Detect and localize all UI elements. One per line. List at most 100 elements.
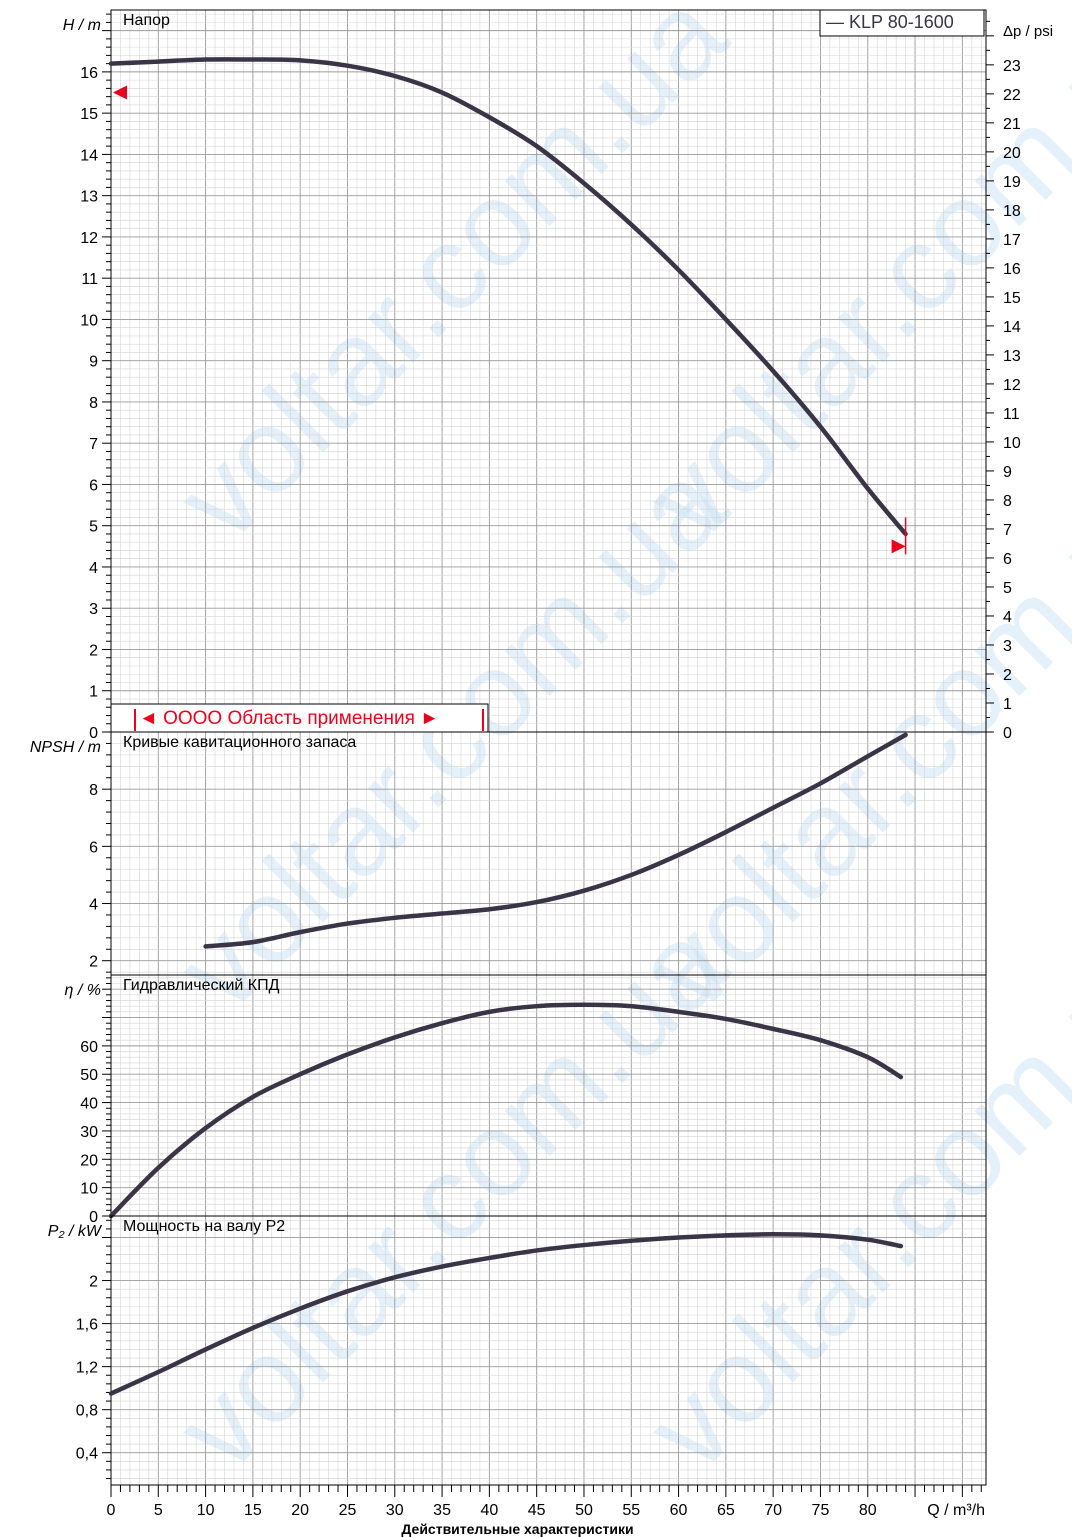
y2-tick-label: 19 (1003, 174, 1021, 191)
y-tick-label: 5 (89, 519, 98, 536)
y2-tick-label: 3 (1003, 638, 1012, 655)
x-tick-label: 15 (244, 1502, 262, 1519)
y-tick-label: 3 (89, 601, 98, 618)
y-tick-label: 4 (89, 560, 98, 577)
y2-tick-label: 8 (1003, 493, 1012, 510)
legend-box (819, 9, 985, 37)
y2-tick-label: 14 (1003, 319, 1021, 336)
y-axis-label: P₂ / kW (48, 1223, 103, 1240)
y-axis-label: NPSH / m (30, 739, 101, 756)
y-tick-label: 50 (80, 1067, 98, 1084)
panel-frame (110, 731, 987, 976)
x-tick-label: 10 (197, 1502, 215, 1519)
curve-line (108, 1002, 904, 1219)
y2-tick-label: 15 (1003, 290, 1021, 307)
y2-tick-label: 12 (1003, 377, 1021, 394)
application-range-box (110, 703, 489, 733)
legend-entry: — KLP 80-1600 (826, 12, 954, 32)
y-tick-label: 1,6 (76, 1317, 98, 1334)
panel-frame (110, 9, 987, 733)
y-tick-label: 6 (89, 477, 98, 494)
y-tick-label: 2 (89, 642, 98, 659)
y-tick-label: 12 (80, 230, 98, 247)
panel-3: 0 10 20 30 40 50 60 Гидравлический КПД η / % (65, 974, 987, 1226)
y-tick-label: 14 (80, 147, 98, 164)
y2-tick-label: 7 (1003, 522, 1012, 539)
y2-tick-label: 4 (1003, 609, 1012, 626)
y2-tick-label: 18 (1003, 203, 1021, 220)
x-tick-label: 25 (339, 1502, 357, 1519)
y-tick-label: 9 (89, 354, 98, 371)
y-tick-label: 1 (89, 684, 98, 701)
y2-tick-label: 23 (1003, 58, 1021, 75)
y-tick-label: 60 (80, 1039, 98, 1056)
range-end-marker (891, 539, 906, 554)
y-tick-label: 11 (81, 271, 98, 288)
x-tick-label: 40 (480, 1502, 498, 1519)
y-tick-label: 7 (89, 436, 98, 453)
y-tick-label: 0,4 (76, 1446, 98, 1463)
x-axis-label: Q / m³/h (927, 1502, 985, 1519)
y2-tick-label: 10 (1003, 435, 1021, 452)
y-axis-label: η / % (65, 982, 101, 999)
x-tick-label: 45 (528, 1502, 546, 1519)
y-tick-label: 40 (80, 1096, 98, 1113)
y-tick-label: 8 (89, 782, 98, 799)
y-tick-label: 16 (80, 65, 98, 82)
application-range-label: ◄ ОООО Область применения ► (139, 708, 439, 729)
y2-tick-label: 21 (1003, 116, 1021, 133)
x-tick-label: 30 (386, 1502, 404, 1519)
y-tick-label: 20 (80, 1152, 98, 1169)
x-tick-label: 65 (717, 1502, 735, 1519)
y-tick-label: 4 (89, 897, 98, 914)
y-tick-label: 0 (89, 1209, 98, 1226)
panel-2: 2 4 6 8 Кривые кавитационного запаса NPSH / m (30, 731, 987, 976)
application-range: ◄ ОООО Область применения ► (110, 703, 489, 733)
x-tick-label: 70 (764, 1502, 782, 1519)
x-tick-label: 80 (859, 1502, 877, 1519)
curve-line (108, 57, 908, 537)
x-tick-label: 55 (622, 1502, 640, 1519)
y2-tick-label: 0 (1003, 725, 1012, 742)
y2-tick-label: 22 (1003, 87, 1021, 104)
y-tick-label: 13 (80, 189, 98, 206)
panel-4: 0,4 0,8 1,2 1,6 2 Мощность на валу P2 P₂ / kW (48, 1215, 987, 1486)
grid (110, 10, 982, 1485)
y-tick-label: 30 (80, 1124, 98, 1141)
x-axis: 0 5 10 15 20 25 30 35 40 45 50 55 60 65 70 75 80 Q / m³/h (107, 1485, 985, 1519)
y-tick-label: 8 (89, 395, 98, 412)
y2-tick-label: 9 (1003, 464, 1012, 481)
panel-title: Напор (123, 12, 170, 29)
footer-title: Действительные характеристики (401, 1521, 634, 1537)
x-tick-label: 75 (812, 1502, 830, 1519)
y-tick-label: 0,8 (76, 1403, 98, 1420)
panel-frame (110, 1215, 987, 1486)
x-tick-label: 50 (575, 1502, 593, 1519)
y-tick-label: 10 (80, 312, 98, 329)
y2-tick-label: 5 (1003, 580, 1012, 597)
y2-tick-label: 20 (1003, 145, 1021, 162)
curve-line (108, 1232, 904, 1396)
y-tick-label: 10 (80, 1181, 98, 1198)
y2-tick-label: 17 (1003, 232, 1021, 249)
panel-frame (110, 974, 987, 1217)
curve-line (203, 732, 908, 949)
y-tick-label: 15 (80, 106, 98, 123)
y-axis-label: H / m (63, 17, 101, 34)
y2-tick-label: 1 (1003, 696, 1012, 713)
panel-title: Мощность на валу P2 (123, 1218, 285, 1235)
y2-tick-label: 16 (1003, 261, 1021, 278)
legend: — KLP 80-1600 (819, 9, 985, 37)
y-tick-label: 0 (89, 725, 98, 742)
panel-title: Гидравлический КПД (123, 977, 280, 994)
x-tick-label: 5 (154, 1502, 163, 1519)
head-extras: 01234567891011121314151617181920212223Δp… (110, 9, 1053, 742)
y-tick-label: 1,2 (76, 1360, 98, 1377)
x-tick-label: 35 (433, 1502, 451, 1519)
y-tick-label: 2 (89, 954, 98, 971)
y2-tick-label: 6 (1003, 551, 1012, 568)
y2-tick-label: 13 (1003, 348, 1021, 365)
y2-tick-label: 11 (1003, 406, 1020, 423)
